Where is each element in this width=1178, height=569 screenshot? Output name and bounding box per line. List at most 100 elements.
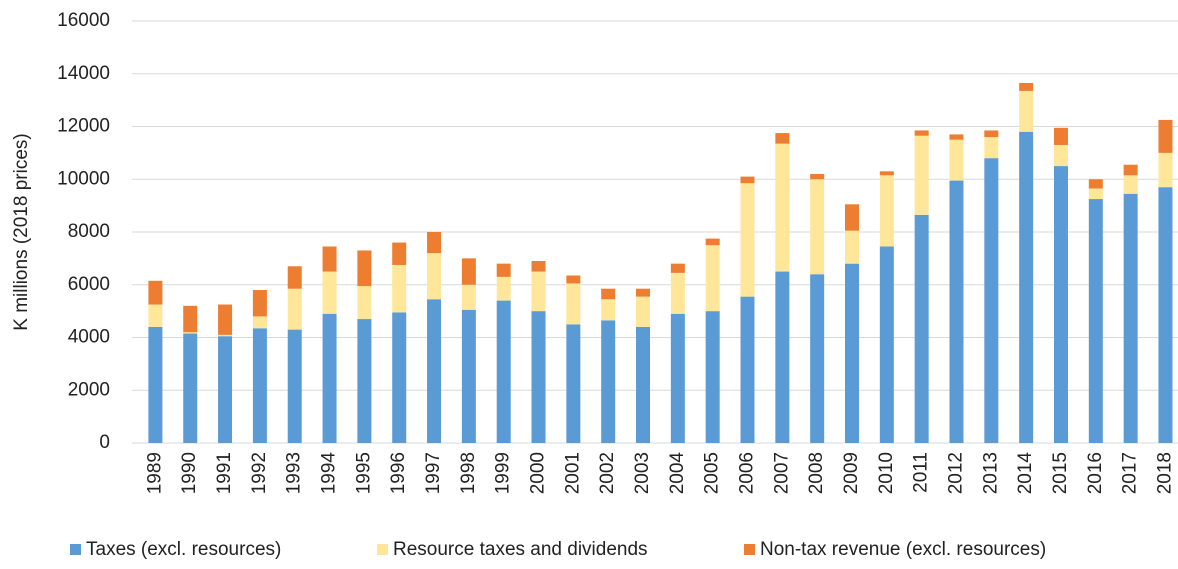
bar-segment [1019, 90, 1034, 132]
bar-segment [601, 288, 616, 300]
bar-segment [531, 311, 546, 443]
bar-segment [252, 316, 267, 329]
x-tick-label: 2018 [1154, 452, 1175, 494]
x-tick-label: 2002 [597, 452, 618, 494]
bar-segment [914, 135, 929, 215]
bar-segment [287, 329, 302, 443]
x-tick-label: 1999 [493, 452, 514, 494]
x-tick-label: 1990 [179, 452, 200, 494]
x-tick-label: 2016 [1085, 452, 1106, 494]
bar-segment [218, 304, 233, 335]
bar-segment [740, 176, 755, 184]
x-tick-label: 1993 [284, 452, 305, 494]
bar-segment [1123, 164, 1138, 176]
x-tick-label: 2005 [702, 452, 723, 494]
bar-segment [566, 324, 581, 443]
bar-segment [1053, 144, 1068, 167]
bar-segment [1158, 152, 1173, 188]
bar-segment [1158, 119, 1173, 153]
bar-segment [496, 263, 511, 277]
bar-segment [1088, 179, 1103, 189]
bar-segment [1088, 199, 1103, 443]
legend-label: Taxes (excl. resources) [86, 539, 281, 560]
y-tick-label: 2000 [68, 379, 110, 400]
bar-segment [1053, 127, 1068, 145]
bar-segment [183, 333, 198, 443]
bar-segment [914, 130, 929, 136]
legend-label: Non-tax revenue (excl. resources) [760, 539, 1046, 560]
bar-segment [879, 171, 894, 176]
x-tick-label: 2009 [841, 452, 862, 494]
bar-segment [566, 275, 581, 284]
bar-segment [461, 284, 476, 310]
bar-segment [252, 328, 267, 443]
bar-segment [1019, 82, 1034, 91]
bar-segment [636, 326, 651, 443]
bar-segment [845, 230, 859, 264]
bar-segment [914, 214, 929, 443]
bar-segment [392, 264, 407, 313]
bar-segment [322, 313, 337, 443]
bar-segment [845, 204, 859, 231]
bar-segment [949, 134, 964, 140]
bar-segment [531, 261, 546, 272]
bar-segment [636, 288, 651, 297]
bar-segment [183, 332, 198, 334]
x-tick-label: 2008 [806, 452, 827, 494]
x-tick-label: 2010 [876, 452, 897, 494]
bar-segment [740, 296, 755, 443]
bar-segment [287, 266, 302, 289]
y-tick-label: 14000 [57, 63, 110, 84]
y-tick-label: 12000 [57, 116, 110, 137]
bar-segment [1019, 131, 1034, 443]
x-tick-label: 2001 [562, 452, 583, 494]
bar-segment [531, 271, 546, 312]
bar-segment [1158, 187, 1173, 443]
bar-segment [670, 313, 685, 443]
bar-segment [461, 309, 476, 443]
x-tick-label: 1991 [214, 452, 235, 494]
bar-segment [775, 133, 790, 144]
bar-segment [218, 334, 233, 337]
bar-segment [1123, 175, 1138, 194]
bar-segment [427, 253, 442, 300]
bar-segment [705, 311, 720, 443]
bar-segment [984, 130, 999, 138]
bar-segment [148, 280, 163, 305]
bar-segment [670, 272, 685, 314]
y-tick-label: 10000 [57, 168, 110, 189]
x-tick-label: 2015 [1050, 452, 1071, 494]
y-tick-label: 4000 [68, 327, 110, 348]
bar-segment [636, 296, 651, 327]
bar-segment [287, 288, 302, 330]
bar-segment [984, 137, 999, 159]
bar-segment [740, 183, 755, 297]
bar-segment [322, 271, 337, 314]
bar-segment [218, 336, 233, 443]
bar-segment [601, 299, 616, 321]
bar-segment [1053, 166, 1068, 443]
bar-segment [810, 173, 825, 180]
x-tick-label: 2011 [911, 452, 932, 493]
bar-segment [879, 175, 894, 247]
x-tick-label: 1997 [423, 452, 444, 494]
x-tick-label: 2014 [1015, 452, 1036, 495]
bar-segment [566, 283, 581, 325]
bar-segment [148, 304, 163, 327]
x-tick-label: 2003 [632, 452, 653, 494]
bar-segment [879, 246, 894, 443]
y-tick-label: 8000 [68, 221, 110, 242]
bar-segment [322, 246, 337, 272]
x-tick-label: 2017 [1120, 452, 1141, 494]
legend-label: Resource taxes and dividends [393, 539, 648, 560]
legend-swatch [70, 544, 81, 555]
bar-segment [496, 276, 511, 301]
bar-segment [392, 312, 407, 443]
bar-segment [427, 232, 442, 254]
bar-segment [775, 143, 790, 272]
bar-segment [357, 286, 372, 320]
x-tick-label: 2004 [667, 452, 688, 495]
legend-swatch [744, 544, 755, 555]
bar-segment [1088, 188, 1103, 200]
bar-segment [810, 179, 825, 275]
